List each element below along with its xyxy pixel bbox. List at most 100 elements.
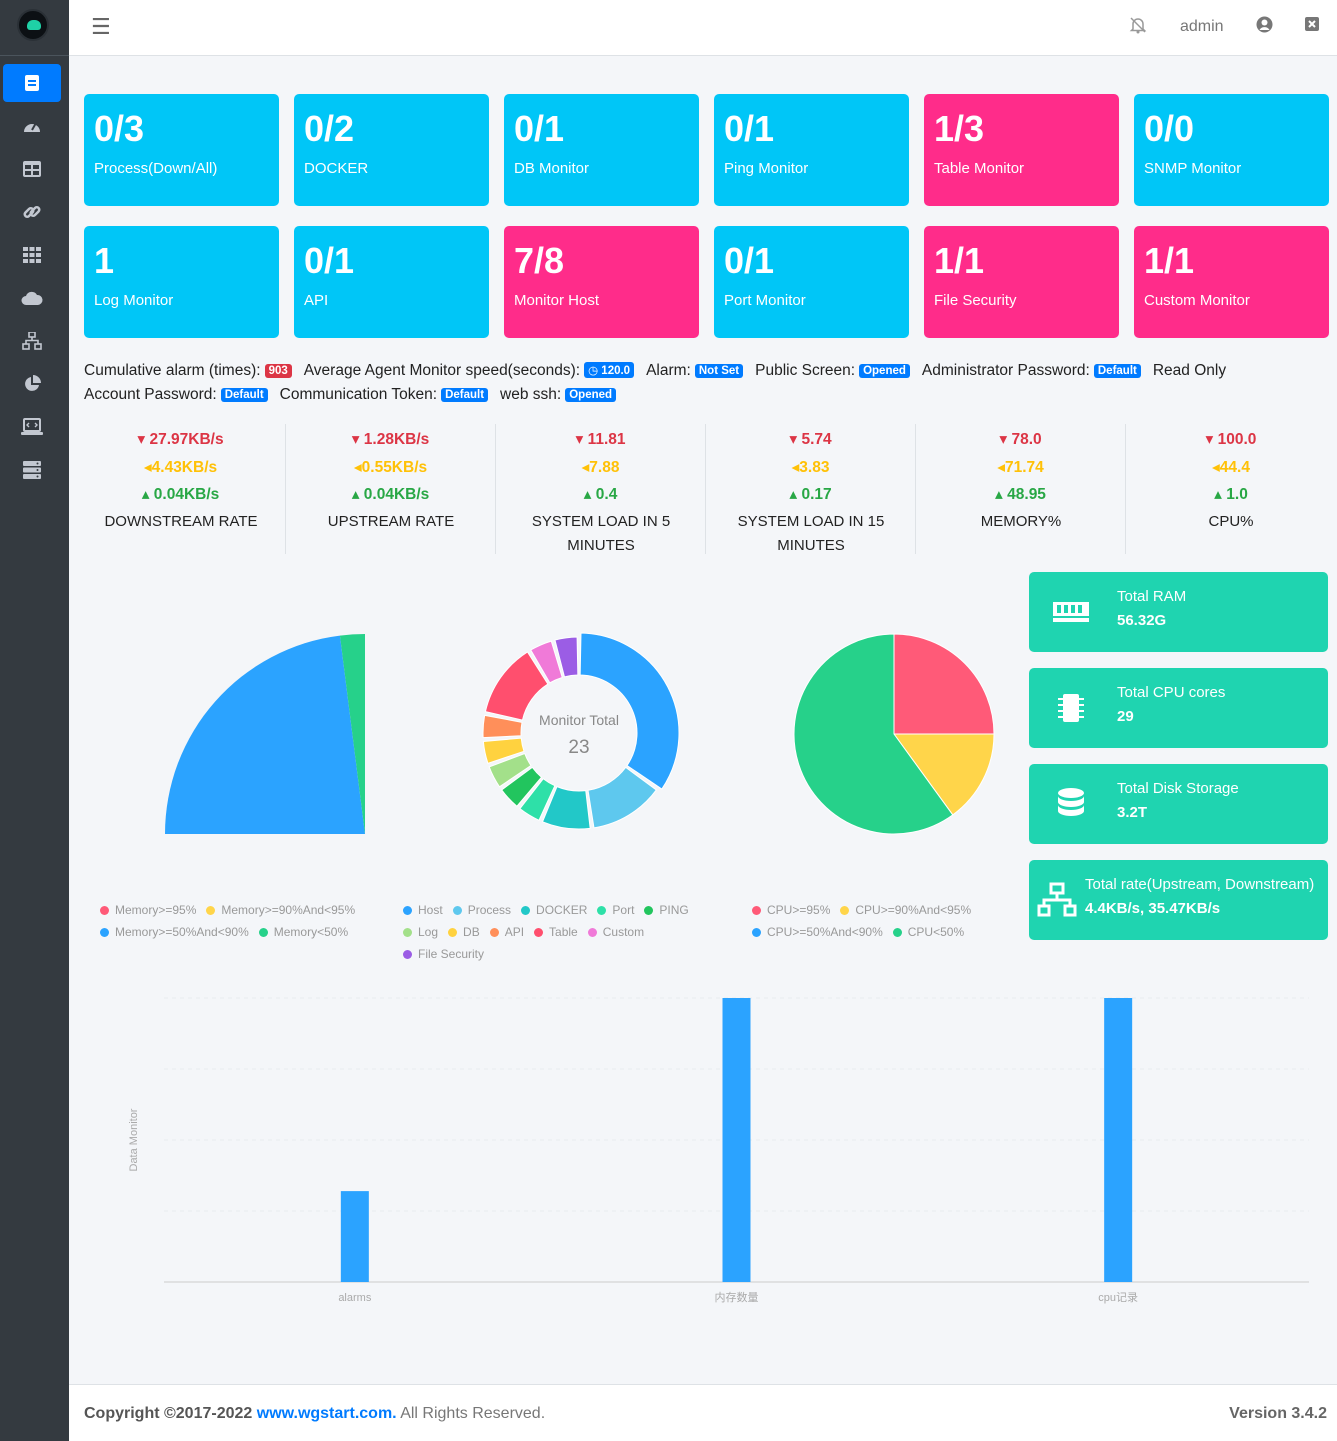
stat-max: ▾ 27.97KB/s xyxy=(76,430,285,449)
legend-item[interactable]: CPU>=90%And<95% xyxy=(840,899,971,921)
logout-close-icon[interactable] xyxy=(1304,16,1320,37)
sidebar-item-link[interactable] xyxy=(3,193,61,231)
sidebar-divider xyxy=(0,55,69,56)
username-link[interactable]: admin xyxy=(1180,18,1224,35)
monitor-card[interactable]: 0/1 Port Monitor xyxy=(714,226,909,338)
alarm-label: Alarm: xyxy=(646,362,691,379)
caret-down-icon: ▾ xyxy=(999,431,1012,448)
stat-max-value: 27.97KB/s xyxy=(149,431,224,448)
sidebar-item-dashboard[interactable] xyxy=(3,64,61,102)
footer: Copyright ©2017-2022 www.wgstart.com. Al… xyxy=(69,1384,1337,1441)
legend-label: Host xyxy=(418,903,443,917)
legend-item[interactable]: Custom xyxy=(587,921,645,943)
monitor-card-label: DB Monitor xyxy=(514,160,590,177)
legend-item[interactable]: Memory>=50%And<90% xyxy=(100,921,249,943)
stat-max-value: 78.0 xyxy=(1011,431,1042,448)
legend-item[interactable]: Port xyxy=(597,899,634,921)
website-link[interactable]: www.wgstart.com. xyxy=(256,1405,397,1422)
legend-item[interactable]: DB xyxy=(448,921,480,943)
legend-item[interactable]: Process xyxy=(452,899,512,921)
total-disk-title: Total Disk Storage xyxy=(1117,780,1239,797)
cpu-pie-slice xyxy=(893,633,995,735)
public-screen-badge[interactable]: Opened xyxy=(859,364,910,378)
total-disk-box: Total Disk Storage 3.2T xyxy=(1029,764,1328,844)
monitor-card[interactable]: 0/1 Ping Monitor xyxy=(714,94,909,206)
sidebar-item-cloud[interactable] xyxy=(3,279,61,317)
cumulative-alarm-badge[interactable]: 903 xyxy=(264,364,292,378)
monitor-card[interactable]: 1/1 Custom Monitor xyxy=(1134,226,1329,338)
legend-item[interactable]: CPU>=95% xyxy=(752,899,830,921)
monitor-card[interactable]: 0/1 DB Monitor xyxy=(504,94,699,206)
legend-label: DOCKER xyxy=(536,903,588,917)
alarm-badge[interactable]: Not Set xyxy=(694,364,744,378)
clock-icon: ◷ xyxy=(588,365,602,377)
legend-dot xyxy=(597,906,607,915)
legend-item[interactable]: Memory<50% xyxy=(258,921,348,943)
legend-dot xyxy=(489,928,499,937)
caret-down-icon: ▾ xyxy=(575,431,588,448)
legend-item[interactable]: DOCKER xyxy=(521,899,587,921)
monitor-card[interactable]: 1/3 Table Monitor xyxy=(924,94,1119,206)
sidebar-item-sitemap[interactable] xyxy=(3,322,61,360)
menu-toggle-icon[interactable]: ☰ xyxy=(91,14,111,39)
legend-item[interactable]: CPU<50% xyxy=(892,921,964,943)
public-screen-label: Public Screen: xyxy=(755,362,856,379)
sidebar-item-chart[interactable] xyxy=(3,365,61,403)
legend-label: CPU>=50%And<90% xyxy=(767,925,883,939)
sidebar-item-laptop[interactable] xyxy=(3,408,61,446)
stat-max-value: 100.0 xyxy=(1217,431,1257,448)
web-ssh-badge[interactable]: Opened xyxy=(565,388,617,402)
legend-label: Custom xyxy=(602,925,645,939)
sidebar-item-table[interactable] xyxy=(3,150,61,188)
legend-item[interactable]: File Security xyxy=(403,943,484,965)
stat-min: ▴ 0.4 xyxy=(496,485,705,504)
monitor-legend: Host Process DOCKER Port PING Log DB API Table Cu… xyxy=(403,899,723,965)
bar-3 xyxy=(1104,998,1133,1282)
monitor-card[interactable]: 0/3 Process(Down/All) xyxy=(84,94,279,206)
bar-category-label: cpu记录 xyxy=(1098,1291,1138,1304)
monitor-card-value: 1/1 xyxy=(934,240,985,281)
monitor-card[interactable]: 0/0 SNMP Monitor xyxy=(1134,94,1329,206)
caret-down-icon: ▾ xyxy=(789,431,802,448)
legend-item[interactable]: Memory>=95% xyxy=(100,899,196,921)
monitor-card-label: Custom Monitor xyxy=(1144,292,1250,309)
user-circle-icon[interactable] xyxy=(1256,16,1273,38)
monitor-card[interactable]: 1 Log Monitor xyxy=(84,226,279,338)
sidebar-item-server[interactable] xyxy=(3,451,61,489)
legend-label: Process xyxy=(467,903,512,917)
communication-token-badge[interactable]: Default xyxy=(441,388,489,402)
sidebar-item-gauge[interactable] xyxy=(3,107,61,145)
legend-item[interactable]: PING xyxy=(644,899,689,921)
stat-avg-value: 3.83 xyxy=(799,459,830,476)
brand-logo-icon[interactable] xyxy=(17,9,49,41)
monitor-card-value: 0/1 xyxy=(304,240,355,281)
legend-item[interactable]: API xyxy=(489,921,524,943)
cpu-pie-slice xyxy=(793,633,954,835)
stat-min-value: 48.95 xyxy=(1007,486,1046,503)
monitor-donut-slice xyxy=(482,714,523,739)
legend-label: File Security xyxy=(418,947,485,961)
communication-token-label: Communication Token: xyxy=(279,386,438,403)
account-password-badge[interactable]: Default xyxy=(220,388,268,402)
total-cpu-title: Total CPU cores xyxy=(1117,684,1226,701)
legend-item[interactable]: Table xyxy=(534,921,578,943)
monitor-card[interactable]: 7/8 Monitor Host xyxy=(504,226,699,338)
monitor-card[interactable]: 0/1 API xyxy=(294,226,489,338)
monitor-card-value: 0/1 xyxy=(514,108,565,149)
bell-slash-icon[interactable] xyxy=(1129,16,1147,39)
legend-item[interactable]: Host xyxy=(403,899,443,921)
caret-up-icon: ▴ xyxy=(789,486,802,503)
legend-item[interactable]: Log xyxy=(403,921,438,943)
legend-label: Port xyxy=(612,903,635,917)
monitor-card-label: Log Monitor xyxy=(94,292,174,309)
monitor-card[interactable]: 1/1 File Security xyxy=(924,226,1119,338)
legend-item[interactable]: Memory>=90%And<95% xyxy=(206,899,355,921)
monitor-card[interactable]: 0/2 DOCKER xyxy=(294,94,489,206)
stat-avg: ◂0.55KB/s xyxy=(286,458,495,477)
database-icon xyxy=(1058,788,1084,816)
sidebar-item-grid[interactable] xyxy=(3,236,61,274)
server-icon xyxy=(23,461,41,479)
admin-password-badge[interactable]: Default xyxy=(1093,364,1141,378)
legend-item[interactable]: CPU>=50%And<90% xyxy=(752,921,883,943)
agent-speed-label: Average Agent Monitor speed(seconds): xyxy=(303,362,581,379)
